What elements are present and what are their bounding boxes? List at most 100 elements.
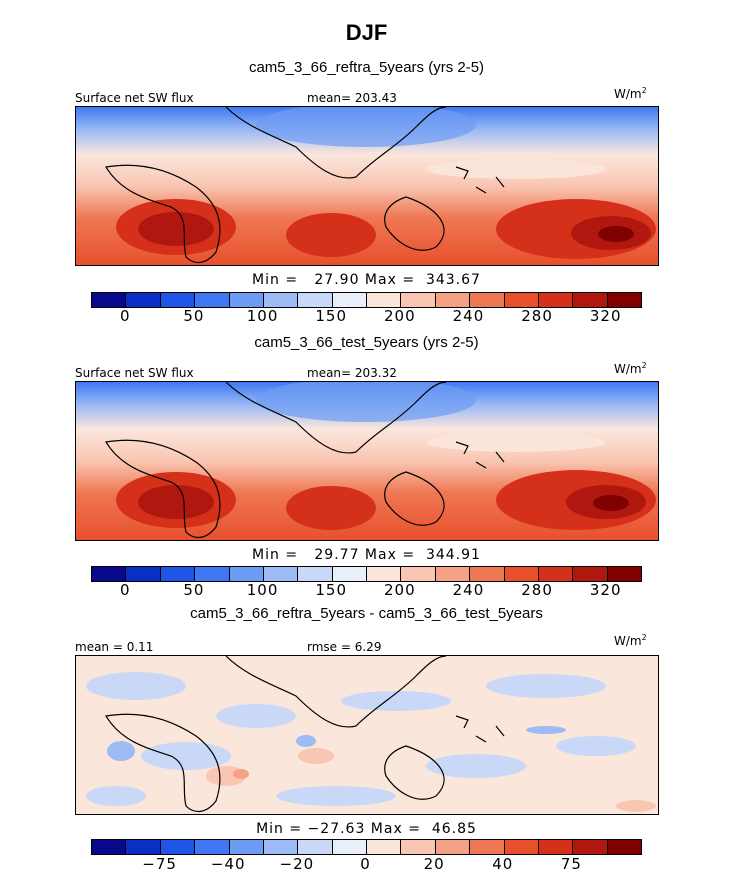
colorbar-tick-label: −75 (142, 855, 177, 873)
colorbar-swatch (504, 293, 539, 307)
colorbar-swatch (367, 840, 402, 854)
panel-2-map (75, 381, 659, 541)
colorbar-swatch (435, 567, 471, 581)
colorbar-swatch (435, 840, 471, 854)
colorbar-swatch (298, 840, 333, 854)
colorbar-swatch (229, 567, 264, 581)
panel-3-colorbar-ticks: −75 −40 −20 0 20 40 75 (91, 855, 640, 873)
colorbar-swatch (126, 840, 161, 854)
colorbar-swatch (92, 840, 127, 854)
colorbar-tick-label: 200 (383, 307, 416, 325)
panel-1-colorbar (91, 292, 642, 308)
colorbar-tick-label: 0 (360, 855, 371, 873)
panel-3-mean-label: mean = 0.11 (75, 640, 154, 654)
panel-3-negative-patches (86, 672, 636, 806)
colorbar-swatch (470, 567, 505, 581)
colorbar-tick-label: 280 (521, 307, 553, 325)
panel-1-map (75, 106, 659, 266)
colorbar-swatch (298, 567, 333, 581)
colorbar-swatch (607, 293, 641, 307)
colorbar-tick-label: 240 (452, 581, 485, 599)
colorbar-swatch (573, 567, 608, 581)
colorbar-swatch (195, 567, 230, 581)
panel-2-mean-label: mean= 203.32 (307, 366, 397, 380)
panel-2-cloud-asia (256, 382, 476, 422)
colorbar-swatch (229, 840, 264, 854)
panel-2-colorbar (91, 566, 642, 582)
colorbar-swatch (298, 293, 333, 307)
colorbar-swatch (92, 293, 127, 307)
colorbar-swatch (126, 567, 161, 581)
colorbar-swatch (504, 567, 539, 581)
colorbar-tick-label: 320 (589, 581, 622, 599)
colorbar-swatch (160, 293, 196, 307)
colorbar-swatch (332, 567, 367, 581)
colorbar-tick-label: 40 (492, 855, 514, 873)
colorbar-swatch (401, 293, 436, 307)
colorbar-tick-label: −20 (279, 855, 315, 873)
colorbar-swatch (160, 840, 196, 854)
colorbar-tick-label: 75 (560, 855, 582, 873)
colorbar-swatch (470, 840, 505, 854)
colorbar-tick-label: 240 (452, 307, 485, 325)
colorbar-swatch (435, 293, 471, 307)
panel-2-high-indian (286, 486, 376, 530)
colorbar-swatch (607, 840, 641, 854)
colorbar-tick-label: 100 (246, 307, 279, 325)
colorbar-swatch (573, 840, 608, 854)
panel-2-units: W/m2 (614, 361, 647, 376)
panel-3-colorbar (91, 839, 642, 855)
colorbar-tick-label: 320 (589, 307, 622, 325)
panel-1-itcz-band (426, 159, 606, 179)
colorbar-tick-label: 280 (521, 581, 553, 599)
panel-1-units: W/m2 (614, 86, 647, 101)
panel-3-minmax: Min = −27.63 Max = 46.85 (256, 821, 477, 837)
colorbar-swatch (332, 293, 367, 307)
colorbar-swatch (401, 840, 436, 854)
colorbar-tick-label: −40 (210, 855, 246, 873)
colorbar-swatch (195, 293, 230, 307)
colorbar-swatch (160, 567, 196, 581)
colorbar-tick-label: 20 (423, 855, 445, 873)
colorbar-swatch (538, 840, 574, 854)
colorbar-swatch (367, 293, 402, 307)
colorbar-swatch (538, 567, 574, 581)
panel-1-cloud-asia (256, 107, 476, 147)
colorbar-swatch (538, 293, 574, 307)
panel-3-stronger-negative (107, 726, 566, 761)
colorbar-swatch (195, 840, 230, 854)
colorbar-swatch (367, 567, 402, 581)
panel-2-itcz-band (426, 432, 606, 452)
colorbar-tick-label: 100 (246, 581, 279, 599)
panel-2-variable-label: Surface net SW flux (75, 366, 194, 380)
panel-3-title: cam5_3_66_reftra_5years - cam5_3_66_test… (190, 605, 543, 622)
colorbar-swatch (607, 567, 641, 581)
colorbar-swatch (229, 293, 264, 307)
colorbar-swatch (92, 567, 127, 581)
colorbar-swatch (401, 567, 436, 581)
panel-1-colorbar-ticks: 0 50 100 150 200 240 280 320 (91, 307, 640, 325)
panel-1-minmax: Min = 27.90 Max = 343.67 (252, 272, 481, 288)
panel-1-high-indian (286, 213, 376, 257)
panel-3-coastlines (105, 656, 505, 812)
panel-2-minmax: Min = 29.77 Max = 344.91 (252, 547, 481, 563)
panel-1-title: cam5_3_66_reftra_5years (yrs 2-5) (248, 59, 485, 76)
colorbar-swatch (126, 293, 161, 307)
colorbar-tick-label: 200 (383, 581, 416, 599)
panel-3-rmse-label: rmse = 6.29 (307, 640, 382, 654)
colorbar-tick-label: 50 (183, 581, 205, 599)
panel-3-max-patch (233, 769, 249, 779)
panel-2-colorbar-ticks: 0 50 100 150 200 240 280 320 (91, 581, 640, 599)
colorbar-swatch (263, 840, 299, 854)
colorbar-swatch (573, 293, 608, 307)
colorbar-swatch (332, 840, 367, 854)
colorbar-tick-label: 150 (315, 581, 348, 599)
panel-2-coastlines (105, 382, 505, 538)
panel-1-variable-label: Surface net SW flux (75, 91, 194, 105)
panel-3-positive-patches (206, 748, 656, 812)
colorbar-swatch (263, 293, 299, 307)
colorbar-tick-label: 0 (120, 307, 131, 325)
panel-3-map (75, 655, 659, 815)
colorbar-tick-label: 150 (315, 307, 348, 325)
panel-3-units: W/m2 (614, 633, 647, 648)
